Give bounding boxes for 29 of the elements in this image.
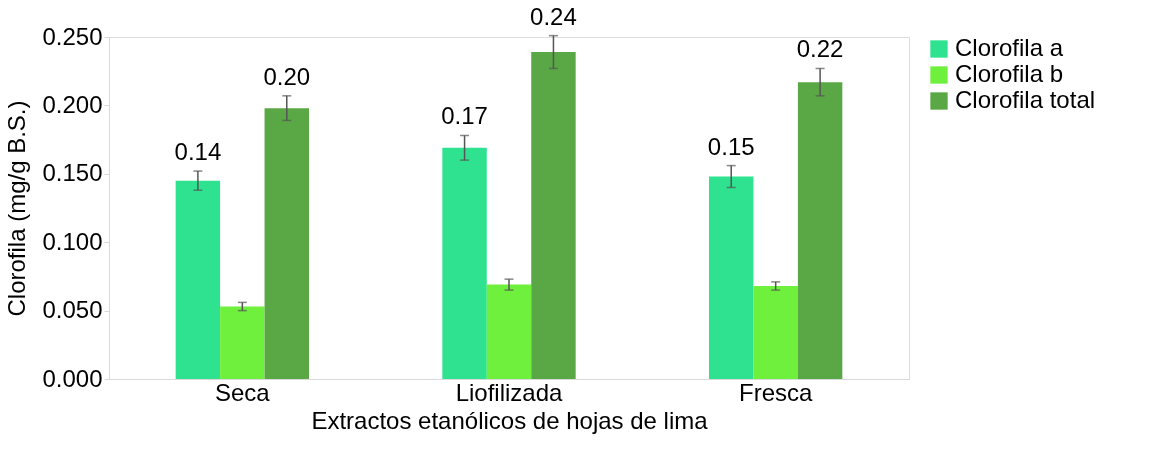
bar [709, 176, 754, 379]
bar [797, 82, 843, 379]
data-label: 0.15 [707, 132, 755, 160]
y-tick-label: 0.000 [42, 364, 103, 392]
x-tick-label: Liofilizada [455, 378, 564, 406]
x-axis-title: Extractos etanólicos de hojas de lima [311, 406, 709, 434]
bar [175, 180, 221, 379]
data-label: 0.14 [174, 138, 222, 166]
legend-label: Clorofila b [955, 60, 1064, 87]
data-label: 0.24 [530, 2, 577, 30]
data-label: 0.22 [796, 35, 844, 63]
y-tick-label: 0.200 [42, 90, 103, 118]
y-axis-title: Clorofila (mg/g B.S.) [3, 100, 31, 317]
y-tick-label: 0.250 [42, 22, 103, 50]
y-tick-label: 0.050 [42, 296, 103, 324]
x-tick-label: Fresca [738, 378, 813, 406]
legend-label: Clorofila a [955, 34, 1064, 61]
bar [442, 147, 487, 379]
bar [486, 284, 532, 379]
bar [531, 52, 576, 379]
bar [220, 306, 265, 379]
x-tick-label: Seca [214, 378, 271, 406]
bar [753, 285, 798, 379]
data-label: 0.17 [441, 102, 488, 130]
bar [264, 108, 309, 379]
y-tick-label: 0.150 [42, 159, 103, 187]
y-tick-label: 0.100 [42, 227, 103, 255]
data-label: 0.20 [263, 62, 311, 90]
legend-label: Clorofila total [955, 86, 1096, 113]
